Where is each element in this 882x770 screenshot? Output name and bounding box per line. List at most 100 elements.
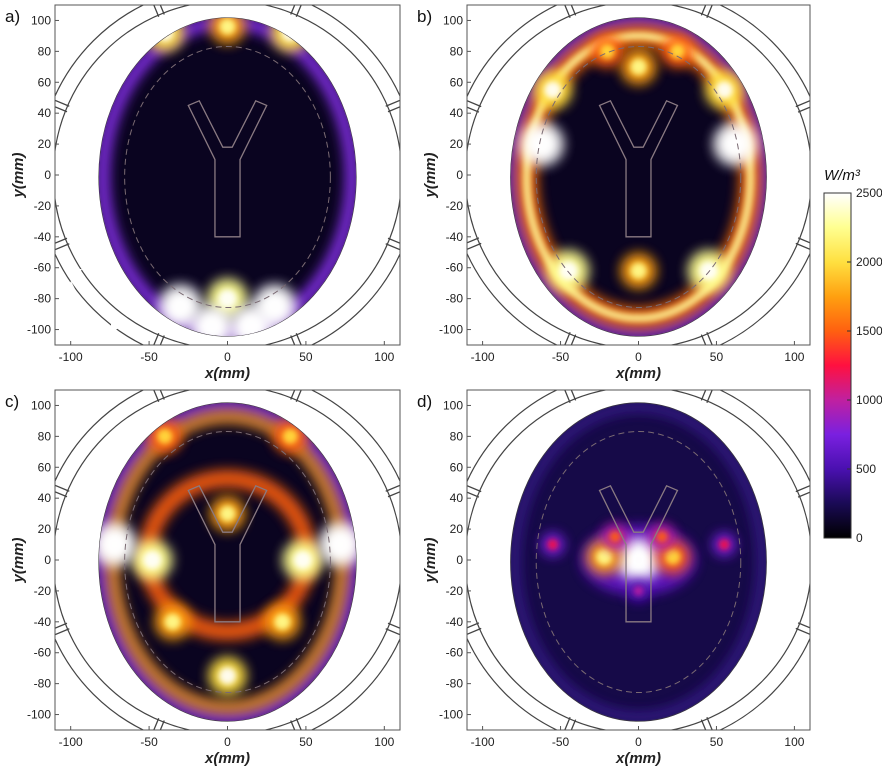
antenna-element: [467, 622, 480, 629]
y-tick-label: 0: [456, 168, 463, 182]
antenna-element: [797, 491, 810, 498]
y-tick-label: -80: [34, 677, 52, 691]
y-tick-label: 0: [44, 553, 51, 567]
panel-label: a): [5, 7, 20, 26]
coordinate-axes-indicator: yx: [66, 264, 134, 336]
y-tick-label: -100: [27, 323, 51, 337]
x-tick-label: -100: [471, 350, 495, 364]
y-tick-label: 20: [450, 137, 464, 151]
y-tick-label: 60: [38, 460, 52, 474]
y-tick-label: 0: [456, 553, 463, 567]
colorbar-tick-label: 1000: [856, 393, 882, 407]
x-tick-label: 0: [635, 350, 642, 364]
antenna-element: [387, 106, 400, 113]
antenna-element: [290, 720, 296, 730]
sar-hotspot: [145, 17, 184, 53]
x-tick-label: 100: [784, 735, 804, 749]
y-tick-label: 80: [38, 429, 52, 443]
colorbar-tick-label: 500: [856, 462, 876, 476]
colorbar-tick-label: 1500: [856, 324, 882, 338]
y-axis-label: y(mm): [422, 152, 439, 198]
colorbar-unit-label: W/m³: [824, 167, 861, 184]
ventricle-contour: [598, 484, 679, 623]
antenna-element: [387, 491, 400, 498]
y-tick-label: -100: [439, 323, 463, 337]
y-tick-label: 40: [450, 106, 464, 120]
antenna-element: [295, 5, 302, 18]
ventricle-contour: [598, 99, 679, 238]
colorbar-tick-label: 0: [856, 531, 863, 545]
x-tick-label: 100: [374, 735, 394, 749]
x-tick-label: -100: [471, 735, 495, 749]
x-tick-label: 100: [784, 350, 804, 364]
y-tick-label: 100: [443, 398, 463, 412]
antenna-element: [564, 332, 571, 345]
x-tick-label: 50: [299, 735, 313, 749]
antenna-element: [153, 717, 160, 730]
x-axis-label: x(mm): [204, 365, 250, 382]
y-tick-label: -40: [34, 230, 52, 244]
y-tick-label: -60: [34, 261, 52, 275]
y-tick-label: 80: [38, 44, 52, 58]
antenna-element: [467, 100, 482, 108]
y-tick-label: -100: [439, 708, 463, 722]
x-tick-label: -50: [140, 350, 158, 364]
x-tick-label: -50: [140, 735, 158, 749]
antenna-element: [55, 484, 70, 492]
x-arrow-label: x: [124, 319, 134, 336]
y-tick-label: 40: [38, 106, 52, 120]
x-tick-label: 0: [635, 735, 642, 749]
y-tick-label: -20: [446, 584, 464, 598]
y-tick-label: 100: [443, 13, 463, 27]
colorbar-gradient: [823, 192, 852, 539]
panel-label: b): [417, 7, 432, 26]
y-tick-label: 60: [450, 460, 464, 474]
antenna-element: [55, 622, 68, 629]
antenna-element: [153, 332, 160, 345]
tissue-contour: [535, 45, 742, 309]
y-tick-label: 0: [44, 168, 51, 182]
antenna-element: [570, 390, 577, 401]
x-tick-label: 0: [224, 350, 231, 364]
antenna-element: [467, 237, 480, 244]
antenna-element: [467, 485, 482, 493]
antenna-element: [290, 335, 296, 345]
y-tick-label: 60: [38, 75, 52, 89]
tissue-contour: [124, 45, 331, 309]
y-tick-label: -100: [27, 708, 51, 722]
ventricle-contour: [187, 484, 268, 623]
y-axis-label: y(mm): [422, 537, 439, 583]
antenna-element: [55, 99, 70, 107]
y-tick-label: 40: [38, 491, 52, 505]
x-axis-label: x(mm): [615, 750, 661, 767]
tissue-contour: [535, 430, 742, 694]
ventricle-contour: [187, 99, 268, 238]
antenna-element: [385, 628, 400, 636]
y-tick-label: -40: [34, 615, 52, 629]
antenna-element: [159, 5, 165, 15]
x-tick-label: 0: [224, 735, 231, 749]
y-tick-label: -80: [34, 292, 52, 306]
y-tick-label: 80: [450, 44, 464, 58]
antenna-element: [295, 390, 302, 403]
y-axis-label: y(mm): [10, 152, 27, 198]
x-tick-label: -100: [59, 350, 83, 364]
antenna-element: [159, 390, 165, 400]
sar-hotspot: [271, 17, 310, 53]
y-tick-label: -40: [446, 615, 464, 629]
x-tick-label: -50: [552, 735, 570, 749]
x-tick-label: 50: [710, 350, 724, 364]
antenna-element: [706, 390, 713, 403]
y-tick-label: 60: [450, 75, 464, 89]
y-tick-label: -80: [446, 677, 464, 691]
x-axis-label: x(mm): [204, 750, 250, 767]
y-tick-label: 20: [38, 522, 52, 536]
y-tick-label: 80: [450, 429, 464, 443]
panel-label: d): [417, 392, 432, 411]
y-tick-label: 20: [38, 137, 52, 151]
antenna-element: [385, 243, 400, 251]
x-axis-label: x(mm): [615, 365, 661, 382]
y-tick-label: 100: [31, 13, 51, 27]
antenna-element: [570, 5, 577, 16]
